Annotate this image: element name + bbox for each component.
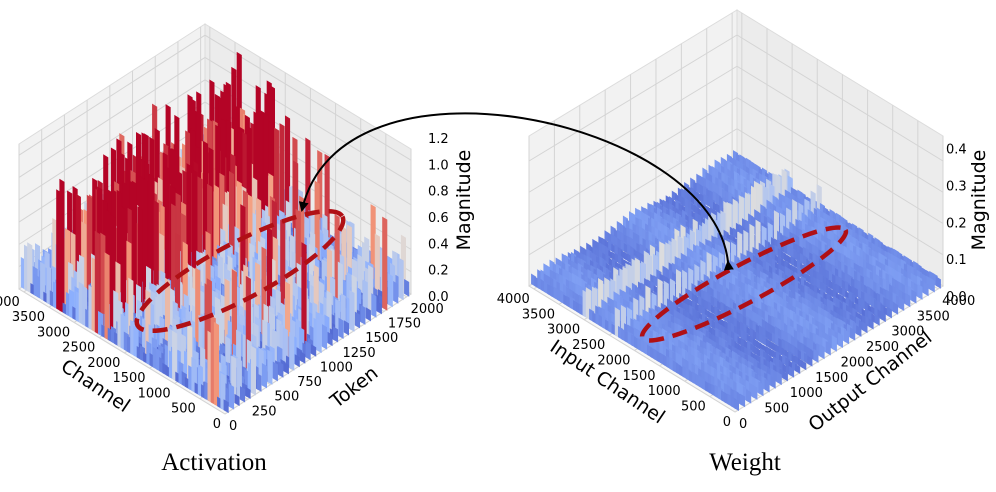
activation-surface-spike	[398, 257, 404, 301]
weight-z-tick-label: 0.3	[946, 179, 967, 194]
weight-y-tick-label: 0	[739, 417, 747, 432]
activation-surface-spike	[289, 331, 295, 371]
weight-surface-spike	[752, 384, 758, 400]
weight-x-tick-label: 3000	[547, 323, 580, 338]
activation-surface-spike	[104, 252, 110, 341]
activation-surface-spike	[256, 372, 262, 392]
activation-z-tick-label: 0.2	[428, 264, 449, 279]
activation-y-tick-label: 0	[229, 419, 237, 434]
activation-surface-spike	[59, 178, 65, 314]
activation-x-tick-label: 0	[213, 417, 221, 432]
weight-panel: 0500100015002000250030003500400005001000…	[497, 9, 990, 476]
activation-surface-spike	[354, 311, 361, 329]
weight-y-tick-label: 1500	[815, 371, 848, 386]
activation-z-tick-label: 0.4	[428, 237, 449, 252]
activation-z-tick-label: 0.6	[428, 211, 449, 226]
activation-gridline	[18, 288, 226, 415]
activation-surface-spike	[343, 320, 350, 336]
weight-surface-spike	[819, 344, 825, 360]
activation-panel: 0500100015002000250030003500400002505007…	[0, 23, 475, 476]
weight-surface-spike	[837, 332, 844, 349]
weight-y-tick-label: 1000	[790, 386, 823, 401]
activation-x-tick-label: 3000	[37, 325, 70, 340]
activation-z-tick-label: 1.2	[428, 132, 449, 147]
weight-surface-spike	[831, 335, 837, 352]
activation-z-tick-label: 0.0	[428, 290, 449, 305]
activation-surface-spike	[338, 317, 344, 340]
activation-surface-spike	[393, 281, 399, 304]
weight-y-tick-label: 3500	[917, 309, 950, 324]
weight-z-tick-label: 0.4	[946, 143, 967, 158]
activation-surface-spike	[316, 318, 322, 354]
activation-y-tick-label: 250	[252, 404, 277, 419]
activation-surface-spike	[272, 361, 278, 382]
activation-y-tick-label: 1000	[320, 360, 353, 375]
activation-surface-spike	[86, 194, 92, 296]
activation-surface-spike	[371, 293, 377, 318]
activation-surface-spike	[213, 321, 219, 408]
activation-z-tick-label: 0.8	[428, 185, 449, 200]
activation-surface-spike	[382, 216, 388, 311]
weight-surface-spike	[758, 381, 764, 397]
activation-surface-spike	[27, 242, 33, 295]
activation-gridline	[18, 79, 206, 201]
activation-x-tick-label: 3500	[12, 310, 45, 325]
weight-x-tick-label: 1000	[648, 384, 681, 399]
activation-y-tick-label: 1250	[343, 346, 376, 361]
weight-x-tick-label: 500	[681, 400, 706, 415]
activation-x-tick-label: 1500	[112, 371, 145, 386]
weight-surface-spike	[843, 328, 850, 345]
activation-surface-spike	[267, 349, 273, 385]
activation-y-tick-label: 1500	[365, 331, 398, 346]
activation-y-tick-label: 1750	[388, 316, 421, 331]
activation-surface-spike	[240, 386, 246, 403]
activation-surface-spike	[278, 361, 284, 378]
weight-surface-spike	[917, 283, 923, 300]
weight-x-tick-label: 0	[723, 415, 731, 430]
weight-z-tick-label: 0.1	[946, 253, 967, 268]
activation-surface-spike	[332, 326, 339, 343]
activation-z-tick-label: 1.0	[428, 158, 449, 173]
activation-surface-spike	[192, 169, 198, 285]
activation-surface-spike	[261, 362, 268, 389]
weight-caption: Weight	[709, 449, 781, 476]
activation-x-tick-label: 1000	[138, 386, 171, 401]
activation-surface-spike	[360, 304, 366, 325]
activation-surface-spike	[305, 340, 311, 361]
activation-surface-spike	[229, 383, 235, 410]
activation-y-tick-label: 500	[274, 390, 299, 405]
activation-surface-spike	[250, 345, 256, 396]
activation-gridline	[18, 34, 206, 156]
activation-x-tick-label: 4000	[0, 295, 20, 310]
activation-surface-spike	[387, 273, 393, 308]
weight-x-tick-label: 3500	[522, 307, 555, 322]
activation-surface-spike	[349, 289, 355, 332]
activation-caption: Activation	[161, 449, 267, 476]
weight-surface-spike	[929, 277, 935, 293]
activation-x-tick-label: 500	[171, 402, 196, 417]
activation-surface-spike	[321, 324, 328, 350]
weight-surface-spike	[923, 281, 929, 297]
weight-x-tick-label: 4000	[497, 292, 530, 307]
activation-z-axis-label: Magnitude	[453, 150, 475, 251]
weight-z-axis-label: Magnitude	[968, 150, 990, 251]
activation-y-tick-label: 750	[297, 375, 322, 390]
weight-z-tick-label: 0.2	[946, 216, 967, 231]
weight-z-tick-label: 0.0	[946, 290, 967, 305]
weight-y-tick-label: 500	[764, 402, 789, 417]
activation-x-tick-label: 2000	[87, 356, 120, 371]
activation-gridline	[18, 57, 206, 178]
activation-x-tick-label: 2500	[62, 341, 95, 356]
activation-surface-spike	[404, 278, 410, 297]
